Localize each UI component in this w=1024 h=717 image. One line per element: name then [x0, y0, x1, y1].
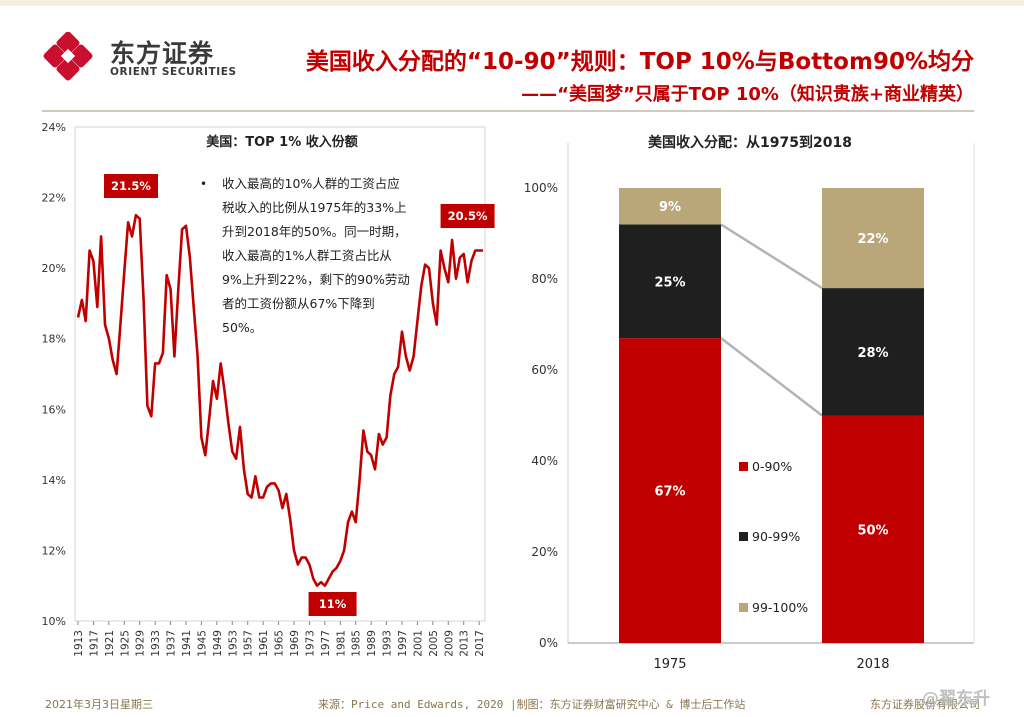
right-y-tick-label: 100%: [524, 181, 558, 195]
right-bar-segment: [822, 288, 924, 416]
left-y-tick-label: 10%: [42, 615, 66, 628]
right-bar-data-label: 28%: [857, 346, 888, 361]
left-x-tick-label: 1949: [212, 630, 224, 657]
note-bullet: •: [200, 177, 208, 191]
right-y-tick-label: 60%: [531, 363, 558, 377]
left-x-tick-label: 1937: [166, 630, 178, 657]
right-bar-segment: [619, 188, 721, 225]
left-y-tick-label: 20%: [42, 262, 66, 275]
left-x-tick-label: 1997: [397, 630, 409, 657]
footer-date: 2021年3月3日星期三: [45, 698, 153, 711]
right-bar-data-label: 25%: [654, 275, 685, 290]
right-bar-segment: [822, 415, 924, 643]
left-x-tick-label: 2017: [474, 630, 486, 657]
left-x-tick-label: 1961: [258, 630, 270, 657]
left-x-tick-label: 1913: [73, 630, 85, 657]
footer-company: 东方证券股份有限公司: [870, 698, 980, 711]
left-x-tick-label: 1925: [119, 630, 131, 657]
left-plot-frame: [74, 126, 486, 622]
left-x-tick-label: 1969: [289, 630, 301, 657]
left-x-tick-label: 2009: [443, 630, 455, 657]
right-bar-data-label: 22%: [857, 232, 888, 247]
left-x-tick-label: 1921: [104, 630, 116, 657]
left-x-tick-label: 1993: [382, 630, 394, 657]
right-bar-segment: [619, 224, 721, 339]
top1-share-line-chart: 美国：TOP 1% 收入份额 10%12%14%16%18%20%22%24% …: [42, 121, 495, 657]
right-connector-line: [720, 223, 823, 290]
left-y-tick-label: 22%: [42, 192, 66, 205]
right-y-tick-label: 80%: [531, 272, 558, 286]
left-annotation-label: 20.5%: [448, 209, 488, 223]
left-annotation-box: [104, 174, 158, 198]
legend-swatch: [739, 462, 748, 471]
left-y-tick-label: 18%: [42, 333, 66, 346]
left-x-tick-label: 2013: [459, 630, 471, 657]
income-distribution-stacked-bar-chart: 美国收入分配：从1975到2018 0% 20% 40% 60% 80% 100% 67%…: [524, 134, 975, 672]
left-x-tick-label: 1965: [274, 630, 286, 657]
left-y-tick-label: 24%: [42, 121, 66, 134]
left-x-tick-label: 1957: [243, 630, 255, 657]
company-logo: 东方证券 ORIENT SECURITIES: [42, 31, 242, 82]
left-annotation-box: [308, 592, 357, 616]
watermark: @翟东升: [922, 689, 990, 709]
left-annotation-label: 11%: [319, 597, 347, 611]
left-x-tick-label: 1941: [181, 630, 193, 657]
left-x-tick-label: 1945: [196, 630, 208, 657]
left-annotation-label: 21.5%: [111, 179, 151, 193]
left-x-tick-label: 2005: [428, 630, 440, 657]
right-bar-data-label: 9%: [659, 200, 681, 215]
legend-swatch: [739, 532, 748, 541]
legend-label: 0-90%: [752, 459, 792, 474]
right-bar-data-label: 67%: [654, 485, 685, 500]
left-annotation-box: [440, 204, 495, 228]
left-chart-title: 美国：TOP 1% 收入份额: [206, 134, 358, 150]
right-chart-title: 美国收入分配：从1975到2018: [648, 134, 852, 151]
top-band: [0, 0, 1024, 6]
right-bar-segment: [619, 338, 721, 643]
footer-source: 来源：Price and Edwards, 2020 |制图：东方证券财富研究中…: [318, 698, 746, 711]
right-x-category-label: 2018: [856, 657, 889, 672]
page-title: 美国收入分配的“10-90”规则：TOP 10%与Bottom90%均分: [305, 49, 974, 75]
logo-mark-icon: [43, 31, 93, 81]
left-x-tick-label: 1953: [227, 630, 239, 657]
logo-text-cn: 东方证券: [110, 39, 215, 68]
left-x-tick-label: 1917: [88, 630, 100, 657]
left-y-tick-label: 12%: [42, 544, 66, 557]
left-x-tick-label: 1973: [304, 630, 316, 657]
right-y-tick-label: 40%: [531, 454, 558, 468]
left-y-tick-label: 14%: [42, 474, 66, 487]
left-x-tick-label: 1989: [366, 630, 378, 657]
left-x-tick-label: 1977: [320, 630, 332, 657]
left-x-tick-label: 1981: [335, 630, 347, 657]
right-y-tick-label: 0%: [539, 636, 558, 650]
logo-text-en: ORIENT SECURITIES: [110, 66, 237, 78]
annotation-note: • 收入最高的10%人群的工资占应税收入的比例从1975年的33%上升到2018…: [200, 172, 410, 340]
note-text: 收入最高的10%人群的工资占应税收入的比例从1975年的33%上升到2018年的…: [222, 176, 410, 335]
right-x-category-label: 1975: [653, 657, 686, 672]
right-bar-data-label: 50%: [857, 523, 888, 538]
legend-label: 99-100%: [752, 600, 808, 615]
legend-swatch: [739, 603, 748, 612]
top1-share-series-line: [76, 213, 483, 587]
left-x-tick-label: 1933: [150, 630, 162, 657]
header-divider: [42, 110, 974, 112]
left-y-tick-label: 16%: [42, 403, 66, 416]
right-connector-line: [720, 337, 823, 417]
left-x-tick-label: 1929: [135, 630, 147, 657]
legend-label: 90-99%: [752, 529, 800, 544]
right-y-tick-label: 20%: [531, 545, 558, 559]
right-bar-segment: [822, 188, 924, 289]
left-x-tick-label: 1985: [351, 630, 363, 657]
left-x-tick-label: 2001: [412, 630, 424, 657]
page-subtitle: ——“美国梦”只属于TOP 10%（知识贵族+商业精英）: [521, 84, 974, 105]
